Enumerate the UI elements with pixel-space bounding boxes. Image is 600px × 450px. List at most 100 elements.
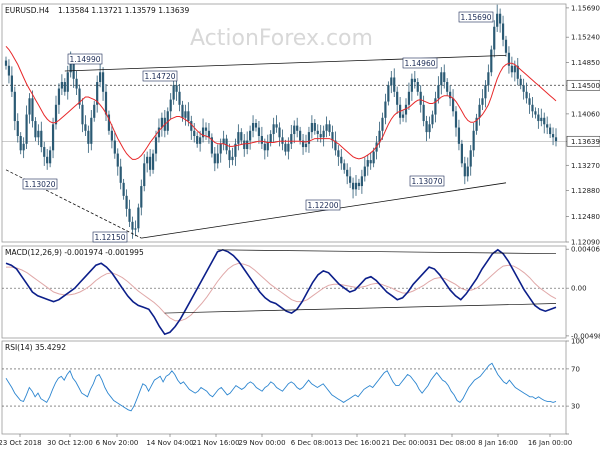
candle-body (78, 88, 81, 105)
candle-body (554, 137, 558, 142)
candle-body (190, 121, 193, 131)
candle-body (299, 130, 302, 141)
candle-body (43, 147, 46, 157)
candle-body (172, 85, 175, 100)
candle-body (7, 65, 11, 76)
annotation-label: 1.15690 (460, 13, 491, 22)
macd-y-tick-label: 0.004069 (571, 246, 600, 254)
candle-body (513, 65, 516, 73)
candle-body (407, 91, 411, 105)
candle-body (484, 85, 487, 99)
candle-body (549, 127, 552, 135)
x-tick-label: 14 Nov 04:00 (146, 439, 193, 447)
price-y-tick-label: 1.13270 (571, 162, 600, 170)
candle-body (231, 156, 234, 161)
candle-body (128, 208, 131, 222)
price-panel-frame (1, 3, 567, 243)
candle-body (454, 111, 458, 128)
candle-body (96, 82, 99, 105)
candle-body (193, 130, 196, 137)
candle-body (316, 130, 319, 135)
candle-body (310, 123, 313, 133)
price-symbol-header: EURUSD.H4 (5, 6, 49, 15)
candle-body (351, 182, 355, 190)
candle-body (149, 156, 152, 170)
candle-body (143, 163, 146, 187)
candle-body (166, 111, 169, 131)
candle-body (160, 117, 163, 128)
candle-body (360, 176, 363, 187)
candle-body (525, 91, 528, 99)
candle-body (116, 153, 119, 167)
candle-body (437, 85, 440, 99)
annotation-box (67, 53, 103, 65)
candle-body (216, 153, 219, 164)
price-ohlc-header: 1.13584 1.13721 1.13579 1.13639 (58, 6, 189, 15)
candle-body (40, 130, 43, 148)
moving-average-line (5, 45, 557, 160)
candle-body (151, 153, 155, 170)
candle-body (201, 127, 205, 138)
candle-body (243, 140, 246, 150)
candle-body (540, 117, 543, 122)
candle-body (493, 26, 496, 50)
candle-body (381, 117, 384, 131)
candle-body (410, 78, 413, 92)
candle-body (516, 65, 519, 79)
x-tick-label: 30 Oct 12:00 (47, 439, 93, 447)
price-y-tick-label: 1.12480 (571, 213, 600, 221)
candle-body (307, 132, 311, 144)
candle-body (499, 13, 502, 24)
candle-body (251, 123, 255, 131)
rsi-line (5, 362, 557, 412)
wedge-upper-trendline (64, 54, 507, 72)
candle-body (346, 169, 349, 177)
candle-body (551, 134, 555, 138)
candle-body (546, 124, 549, 128)
candle-body (178, 91, 181, 105)
candle-body (272, 124, 275, 135)
candle-body (528, 98, 531, 105)
candle-body (475, 117, 478, 131)
candle-body (69, 60, 72, 73)
candle-body (207, 130, 211, 138)
candle-body (99, 72, 102, 83)
candle-body (290, 134, 293, 144)
candle-body (269, 134, 272, 143)
price-y-tick-label: 1.15240 (571, 34, 600, 42)
candle-body (537, 114, 540, 122)
candle-body (10, 75, 13, 92)
macd-header: MACD(12,26,9) -0.001974 -0.001995 (5, 248, 144, 257)
candle-body (16, 121, 19, 137)
rsi-y-tick-label: 70 (571, 365, 580, 373)
candle-body (413, 78, 416, 83)
candle-body (428, 124, 431, 133)
candle-body (296, 125, 299, 131)
candle-body (496, 13, 499, 27)
rsi-y-tick-label: 30 (571, 403, 580, 411)
candle-body (154, 137, 158, 154)
candle-body (522, 85, 525, 92)
candle-body (304, 143, 308, 148)
candle-body (293, 125, 296, 135)
candle-body (25, 114, 28, 144)
current-price-box (566, 135, 600, 147)
candle-body (301, 140, 305, 148)
candle-body (319, 134, 322, 138)
annotation-box (402, 57, 438, 69)
macd-y-tick-label: -0.004981 (571, 332, 600, 340)
candle-body (384, 101, 387, 118)
candle-body (204, 127, 208, 131)
candle-body (275, 124, 278, 128)
annotation-label: 1.14720 (144, 72, 175, 81)
candle-body (322, 130, 325, 138)
annotation-label: 1.12150 (94, 233, 125, 242)
annotation-label: 1.14990 (69, 55, 100, 64)
watermark: ActionForex.com (190, 26, 373, 51)
candle-body (81, 104, 84, 125)
candle-body (84, 124, 87, 131)
candle-body (90, 117, 93, 144)
candle-body (531, 104, 534, 112)
candle-body (37, 130, 40, 138)
